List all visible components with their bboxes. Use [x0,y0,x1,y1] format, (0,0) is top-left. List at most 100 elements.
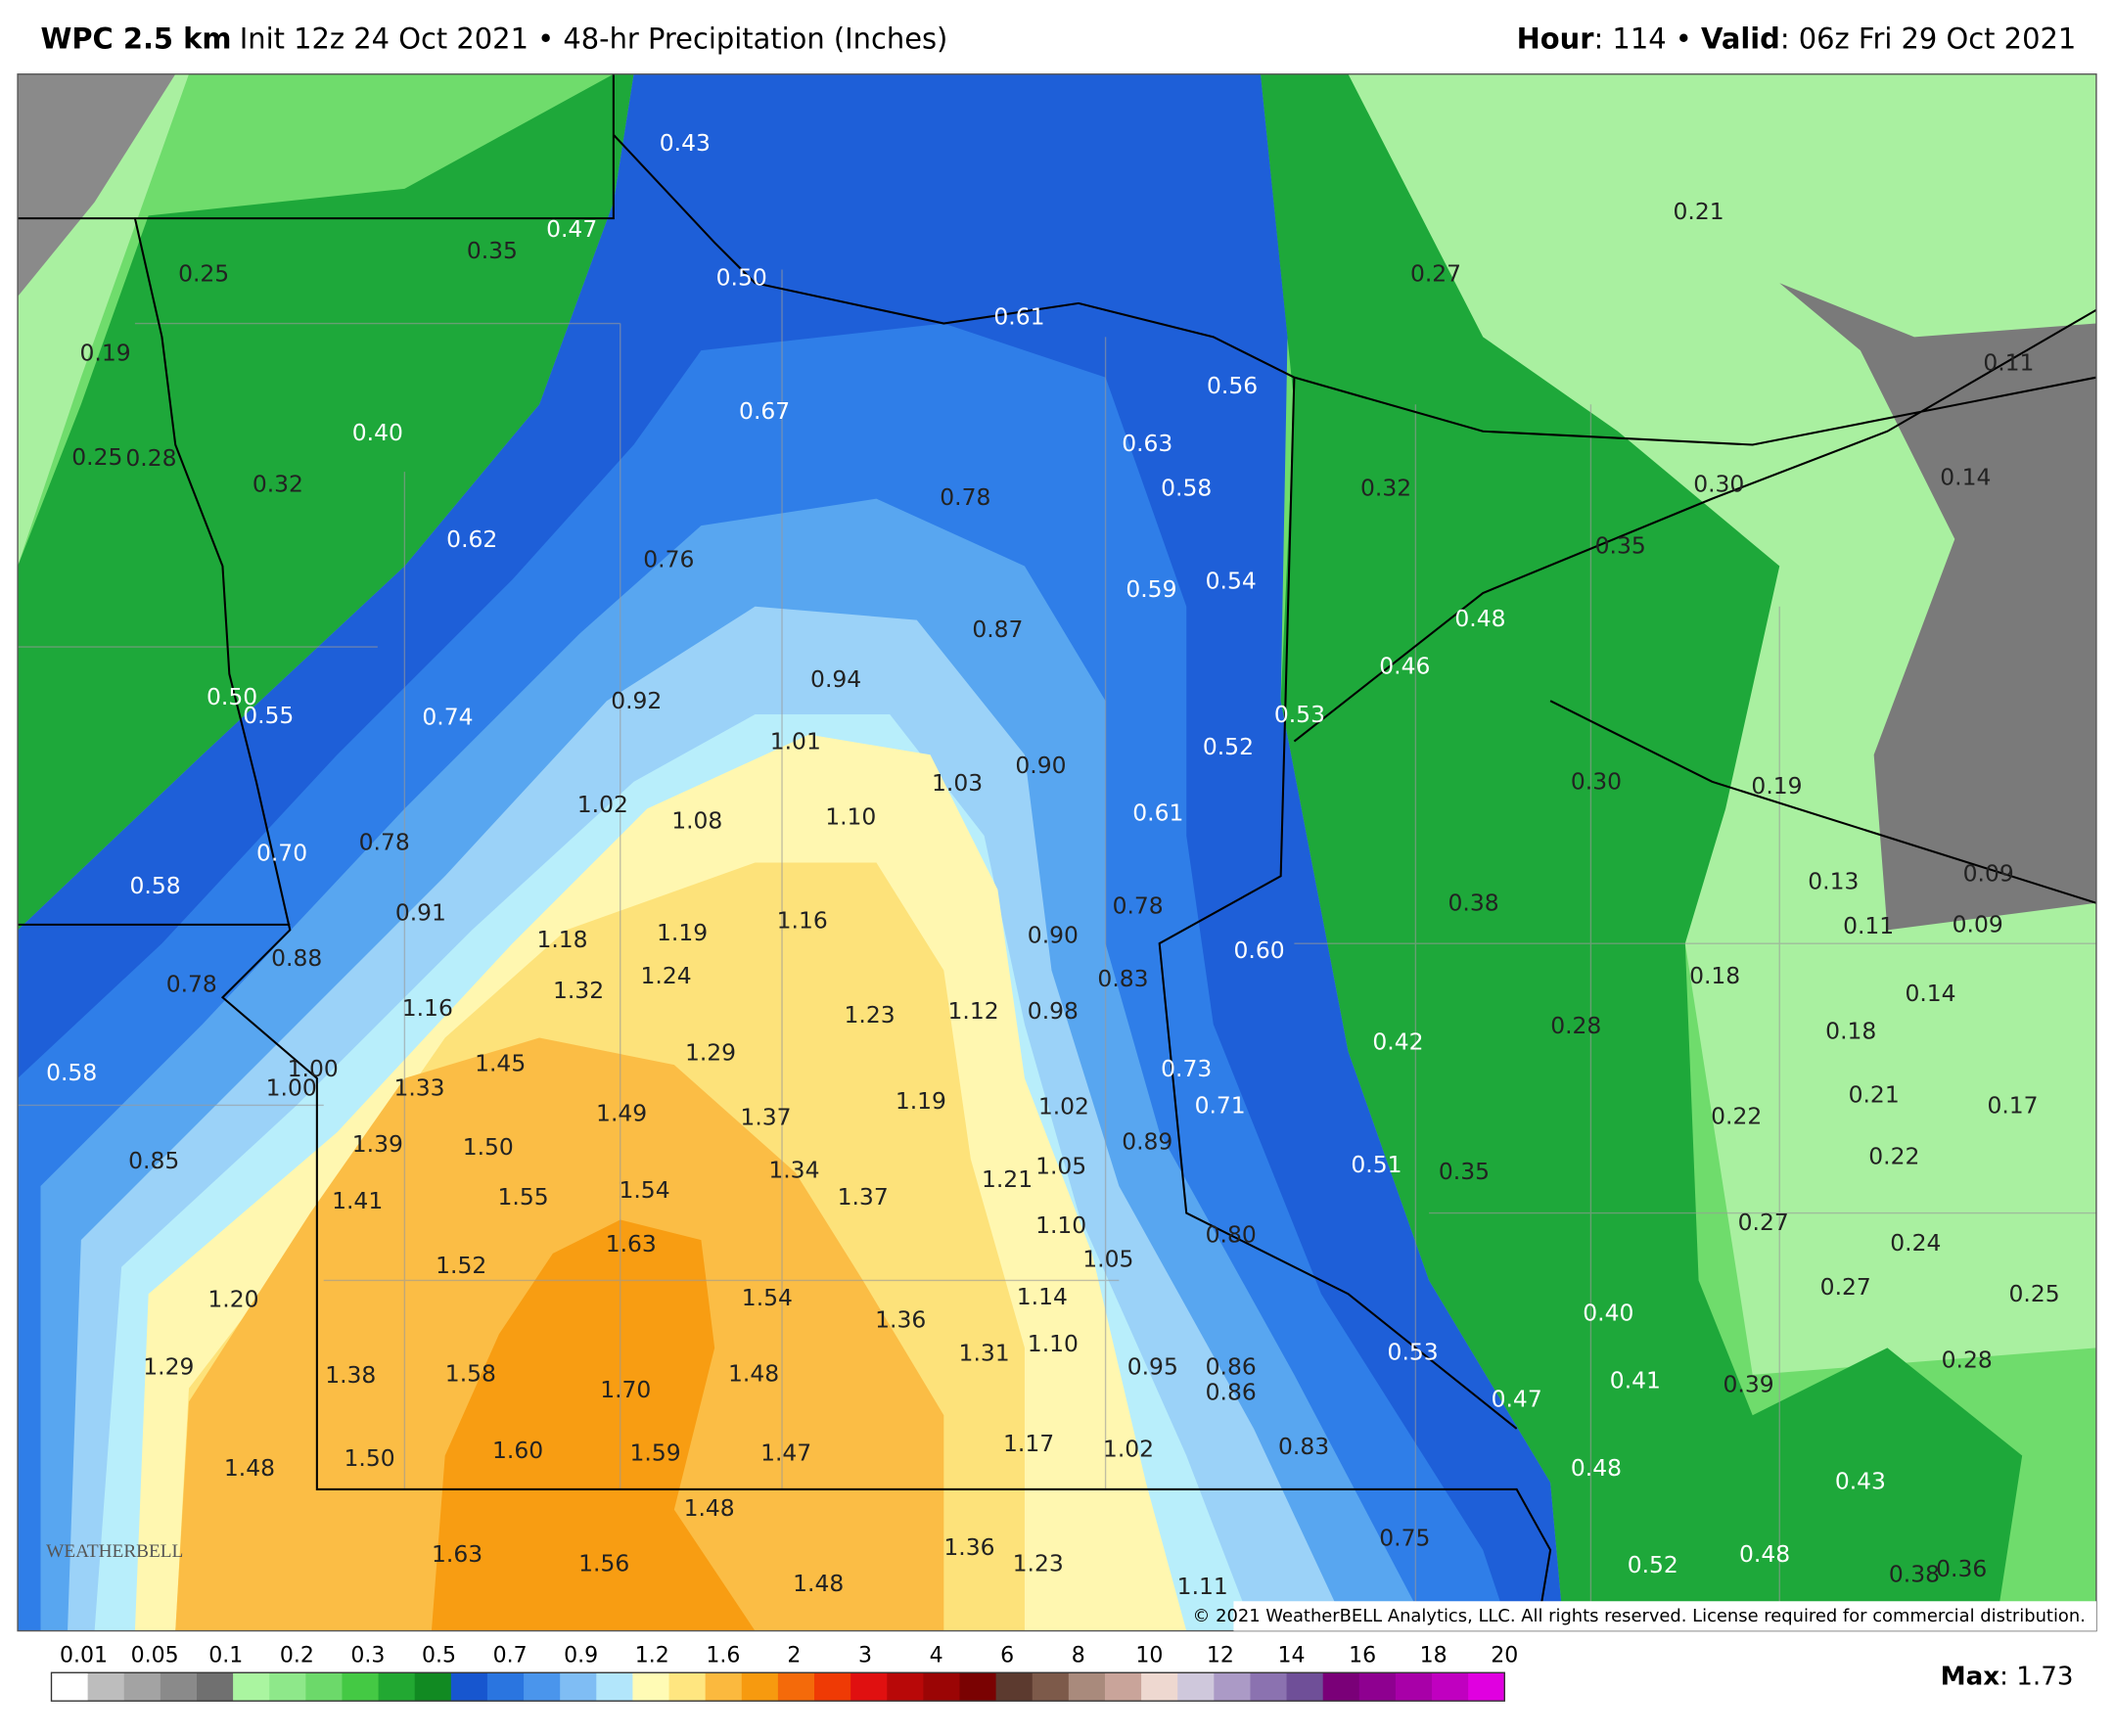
value-label: 0.22 [1711,1102,1762,1129]
value-label: 0.13 [1808,868,1859,895]
value-label: 0.21 [1849,1080,1900,1108]
value-label: 0.24 [1890,1229,1941,1256]
colorbar-swatch [1032,1672,1070,1702]
value-label: 1.10 [1035,1211,1086,1239]
value-label: 0.83 [1278,1433,1329,1460]
value-label: 0.27 [1738,1209,1789,1236]
shade [431,1219,756,1631]
value-label: 1.29 [685,1039,736,1067]
value-label: 0.18 [1689,962,1740,989]
colorbar-swatch [995,1672,1034,1702]
colorbar-swatch [486,1672,525,1702]
value-label: 0.25 [71,443,122,471]
value-label: 1.47 [760,1439,811,1467]
colorbar-label: 0.3 [350,1644,385,1668]
colorbar-swatch [923,1672,961,1702]
value-label: 0.35 [1595,532,1646,560]
value-label: 0.38 [1889,1561,1940,1588]
colorbar-swatch [705,1672,743,1702]
value-label: 0.25 [2009,1280,2060,1307]
colorbar-swatch [1177,1672,1216,1702]
value-label: 1.52 [436,1252,486,1279]
colorbar-label: 20 [1491,1644,1518,1668]
value-label: 0.78 [1113,891,1164,919]
value-label: 1.48 [224,1454,275,1482]
value-label: 1.19 [657,919,708,946]
shade [18,73,634,931]
hour: : 114 • [1594,23,1702,56]
value-label: 0.38 [1448,890,1499,917]
value-label: 1.16 [777,907,828,935]
colorbar-label: 1.6 [706,1644,740,1668]
value-label: 1.50 [463,1133,514,1161]
value-label: 0.98 [1028,997,1079,1025]
value-label: 0.92 [611,687,662,714]
value-label: 1.10 [825,803,876,831]
colorbar-label: 16 [1349,1644,1376,1668]
colorbar-label: 0.05 [131,1644,179,1668]
borders [18,73,2096,1631]
colorbar-label: 0.7 [493,1644,528,1668]
value-label: 0.47 [546,215,597,243]
map-fill [18,73,2096,1631]
colorbar-swatch [123,1672,161,1702]
value-label: 0.48 [1454,605,1505,632]
colorbar-label: 1.2 [635,1644,669,1668]
value-label: 0.74 [422,704,473,731]
colorbar-swatch [1322,1672,1360,1702]
colorbar-label: 14 [1278,1644,1306,1668]
value-label: 1.48 [728,1359,779,1387]
value-label: 0.95 [1127,1352,1178,1380]
colorbar-label: 12 [1207,1644,1234,1668]
colorbar-label: 0.01 [60,1644,108,1668]
value-label: 1.56 [578,1550,629,1577]
header-right: Hour: 114 • Valid: 06z Fri 29 Oct 2021 [1517,23,2077,56]
colorbar-swatch [560,1672,597,1702]
valid: : 06z Fri 29 Oct 2021 [1780,23,2076,56]
value-label: 0.43 [1835,1468,1886,1495]
colorbar-label: 3 [858,1644,872,1668]
value-label: 1.24 [641,962,692,989]
copyright: © 2021 WeatherBELL Analytics, LLC. All r… [1193,1606,2086,1626]
colorbar-swatch [233,1672,270,1702]
value-label: 1.58 [445,1359,496,1387]
value-label: 1.21 [982,1165,1033,1193]
value-label: 0.14 [1940,463,1991,490]
value-label: 0.48 [1739,1540,1790,1568]
value-label: 0.78 [166,970,217,997]
colorbar-swatch [668,1672,707,1702]
value-label: 0.41 [1610,1366,1661,1393]
colorbar-label: 0.5 [422,1644,456,1668]
colorbar-label: 0.9 [564,1644,598,1668]
value-label: 1.54 [742,1284,793,1311]
value-label: 0.62 [446,525,497,553]
value-label: 1.60 [492,1437,543,1464]
shade [18,73,176,297]
colorbar-swatch [1250,1672,1288,1702]
value-label: 0.50 [207,683,257,710]
value-label: 0.47 [1492,1386,1542,1413]
value-label: 0.61 [993,303,1044,331]
value-label: 0.60 [1234,937,1285,964]
value-label: 0.94 [810,665,861,693]
colorbar-swatch [305,1672,344,1702]
value-label: 1.48 [793,1570,844,1597]
value-label: 0.43 [660,129,711,157]
colorbar-swatch [87,1672,125,1702]
value-label: 1.37 [838,1183,889,1211]
value-label: 1.23 [1013,1550,1064,1577]
colorbar-swatch [414,1672,452,1702]
value-label: 0.35 [467,237,518,264]
value-label: 0.87 [972,616,1023,643]
value-label: 0.19 [80,340,131,367]
value-label: 0.35 [1439,1158,1490,1185]
value-label: 0.50 [716,264,767,292]
value-label: 1.70 [600,1376,651,1403]
value-label: 0.17 [1987,1091,2038,1119]
value-label: 0.58 [130,872,181,899]
value-label: 1.45 [475,1050,526,1077]
value-label: 1.08 [671,807,722,835]
value-label: 0.53 [1388,1338,1439,1365]
colorbar-label: 2 [787,1644,801,1668]
